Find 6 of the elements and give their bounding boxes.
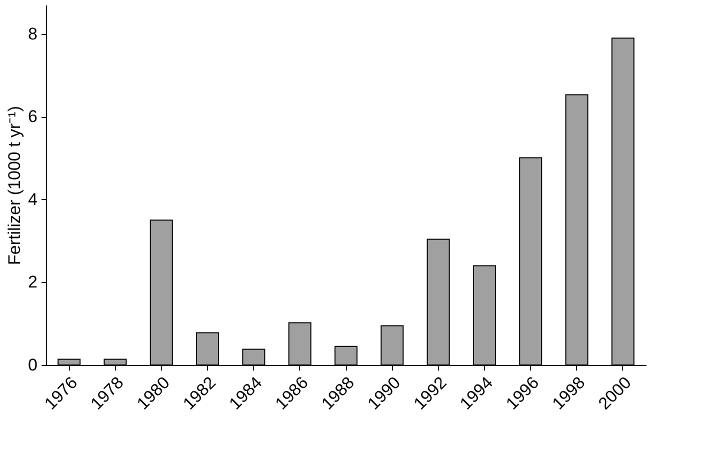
- y-tick-label: 8: [28, 24, 38, 44]
- y-tick-label: 6: [28, 107, 38, 126]
- y-tick-label: 0: [28, 356, 38, 374]
- y-tick-label: 2: [28, 272, 38, 292]
- y-axis-title: Fertilizer (1000 t yr⁻¹): [5, 106, 24, 266]
- y-tick-label: 4: [28, 190, 38, 209]
